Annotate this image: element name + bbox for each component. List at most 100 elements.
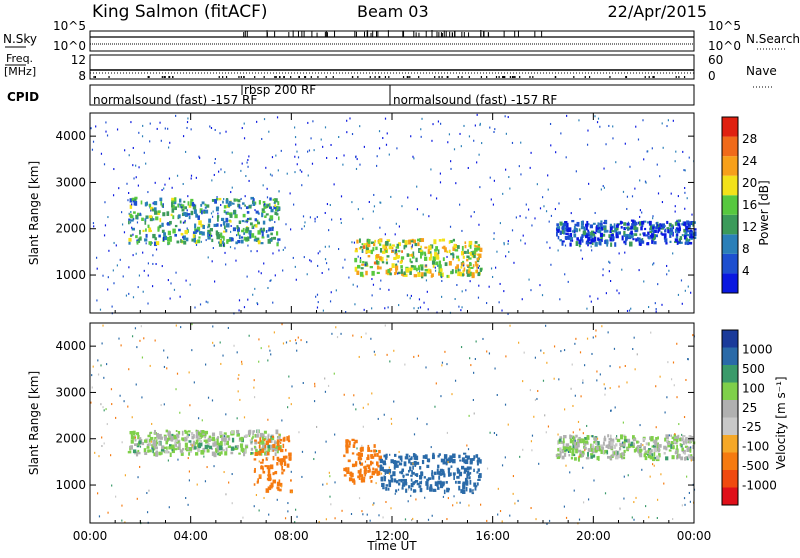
echo-region-morning-ground-scatter	[555, 434, 696, 462]
colorbar-tick-label: -500	[742, 459, 769, 473]
x-tick-label: 08:00	[274, 529, 309, 543]
power-x-ticks	[89, 113, 695, 313]
y-tick-label: 2000	[55, 432, 86, 446]
cpid-panel	[89, 84, 695, 106]
colorbar-segment	[722, 175, 738, 196]
nave-label: Nave	[746, 64, 777, 78]
nsearch-tick-top: 10^5	[708, 19, 741, 33]
echo-region-morning-band	[555, 219, 697, 248]
colorbar-tick-label: 12	[742, 220, 757, 234]
freq-label: Freq.	[6, 52, 33, 65]
y-tick-label: 3000	[55, 175, 86, 189]
freq-trace	[90, 69, 694, 78]
colorbar-segment	[722, 417, 738, 435]
colorbar-segment	[722, 365, 738, 383]
colorbar-segment	[722, 330, 738, 348]
freq-panel	[89, 54, 695, 80]
colorbar-segment	[722, 136, 738, 157]
colorbar-segment	[722, 195, 738, 215]
power-panel: 1000 2000 3000 4000	[55, 112, 697, 315]
power-colorbar: 4 8 12 16 20 24 28	[721, 116, 757, 294]
nave-tick-60: 60	[708, 53, 723, 67]
colorbar-tick-label: -25	[742, 420, 762, 434]
colorbar-tick-label: 500	[742, 362, 765, 376]
x-tick-label: 00:00	[677, 529, 712, 543]
freq-unit-label: [MHz]	[4, 65, 36, 78]
nsearch-tick-bottom: 10^0	[708, 39, 741, 53]
colorbar-tick-label: -100	[742, 440, 769, 454]
nsearch-label: N.Search	[746, 32, 800, 46]
velocity-noise	[90, 323, 696, 525]
x-tick-label: 20:00	[576, 529, 611, 543]
echo-region-midnight-westward	[343, 438, 383, 485]
date-title: 22/Apr/2015	[607, 2, 707, 21]
echo-region-dusk-band	[128, 196, 281, 248]
colorbar-segment	[722, 382, 738, 400]
y-tick-label: 4000	[55, 129, 86, 143]
colorbar-segment	[722, 487, 738, 505]
nsky-trace	[90, 30, 694, 45]
colorbar-segment	[722, 400, 738, 418]
power-colorbar-label: Power [dB]	[757, 180, 771, 245]
echo-region-dusk-westward	[253, 435, 293, 494]
colorbar-tick-label: 100	[742, 381, 765, 395]
colorbar-segment	[722, 347, 738, 365]
nsky-panel	[89, 30, 695, 52]
colorbar-segment	[722, 253, 738, 274]
velocity-colorbar: -1000 -500 -100 -25 25 100 500 1000	[721, 329, 777, 506]
beam-title: Beam 03	[357, 2, 429, 21]
velocity-colorbar-label: Velocity [m s⁻¹]	[774, 376, 788, 469]
echo-region-midnight-eastward	[379, 452, 482, 495]
colorbar-tick-label: 4	[742, 264, 750, 278]
velocity-y-axis: 1000 2000 3000 4000	[55, 339, 694, 492]
station-title: King Salmon (fitACF)	[92, 2, 268, 22]
nsky-label: N.Sky	[3, 32, 37, 46]
colorbar-tick-label: 16	[742, 198, 757, 212]
colorbar-tick-label: 8	[742, 242, 750, 256]
freq-tick-12: 12	[71, 53, 86, 67]
colorbar-segment	[722, 435, 738, 453]
velocity-panel: 1000 2000 3000 4000 00:00 04:00 08:00 12:00 16:…	[55, 322, 712, 543]
colorbar-segment	[722, 117, 738, 137]
cpid-segment-1: normalsound (fast) -157 RF	[93, 93, 257, 107]
x-tick-label: 00:00	[73, 529, 108, 543]
colorbar-tick-label: 25	[742, 401, 757, 415]
y-tick-label: 3000	[55, 385, 86, 399]
colorbar-segment	[722, 470, 738, 488]
velocity-echoes	[90, 323, 696, 525]
colorbar-tick-label: 28	[742, 132, 757, 146]
colorbar-segment	[722, 273, 738, 293]
colorbar-segment	[722, 452, 738, 470]
power-y-axis-label: Slant Range [km]	[27, 161, 41, 265]
x-tick-label: 04:00	[173, 529, 208, 543]
colorbar-segment	[722, 234, 738, 254]
freq-tick-8: 8	[78, 69, 86, 83]
nave-tick-0: 0	[708, 69, 716, 83]
colorbar-tick-label: -1000	[742, 479, 777, 493]
power-y-axis: 1000 2000 3000 4000	[55, 129, 694, 282]
echo-region-midnight-band	[354, 238, 483, 279]
cpid-label: CPID	[7, 90, 39, 104]
x-axis-label: Time UT	[366, 539, 417, 553]
power-noise	[90, 113, 695, 315]
x-tick-label: 12:00	[375, 529, 410, 543]
y-tick-label: 1000	[55, 268, 86, 282]
nsky-tick-top: 10^5	[53, 19, 86, 33]
velocity-x-axis: 00:00 04:00 08:00 12:00 16:00 20:00 00:00	[73, 323, 712, 543]
colorbar-tick-label: 24	[742, 154, 757, 168]
cpid-segment-2: rbsp 200 RF	[244, 83, 316, 97]
colorbar-tick-label: 20	[742, 176, 757, 190]
colorbar-tick-label: 1000	[742, 342, 773, 356]
y-tick-label: 1000	[55, 478, 86, 492]
cpid-segment-3: normalsound (fast) -157 RF	[393, 93, 557, 107]
x-tick-label: 16:00	[475, 529, 510, 543]
power-echoes	[90, 113, 697, 315]
y-tick-label: 4000	[55, 339, 86, 353]
velocity-y-axis-label: Slant Range [km]	[27, 371, 41, 475]
colorbar-segment	[722, 214, 738, 235]
nsky-tick-bottom: 10^0	[53, 39, 86, 53]
colorbar-segment	[722, 156, 738, 176]
echo-region-dusk-ground-scatter	[127, 429, 282, 458]
